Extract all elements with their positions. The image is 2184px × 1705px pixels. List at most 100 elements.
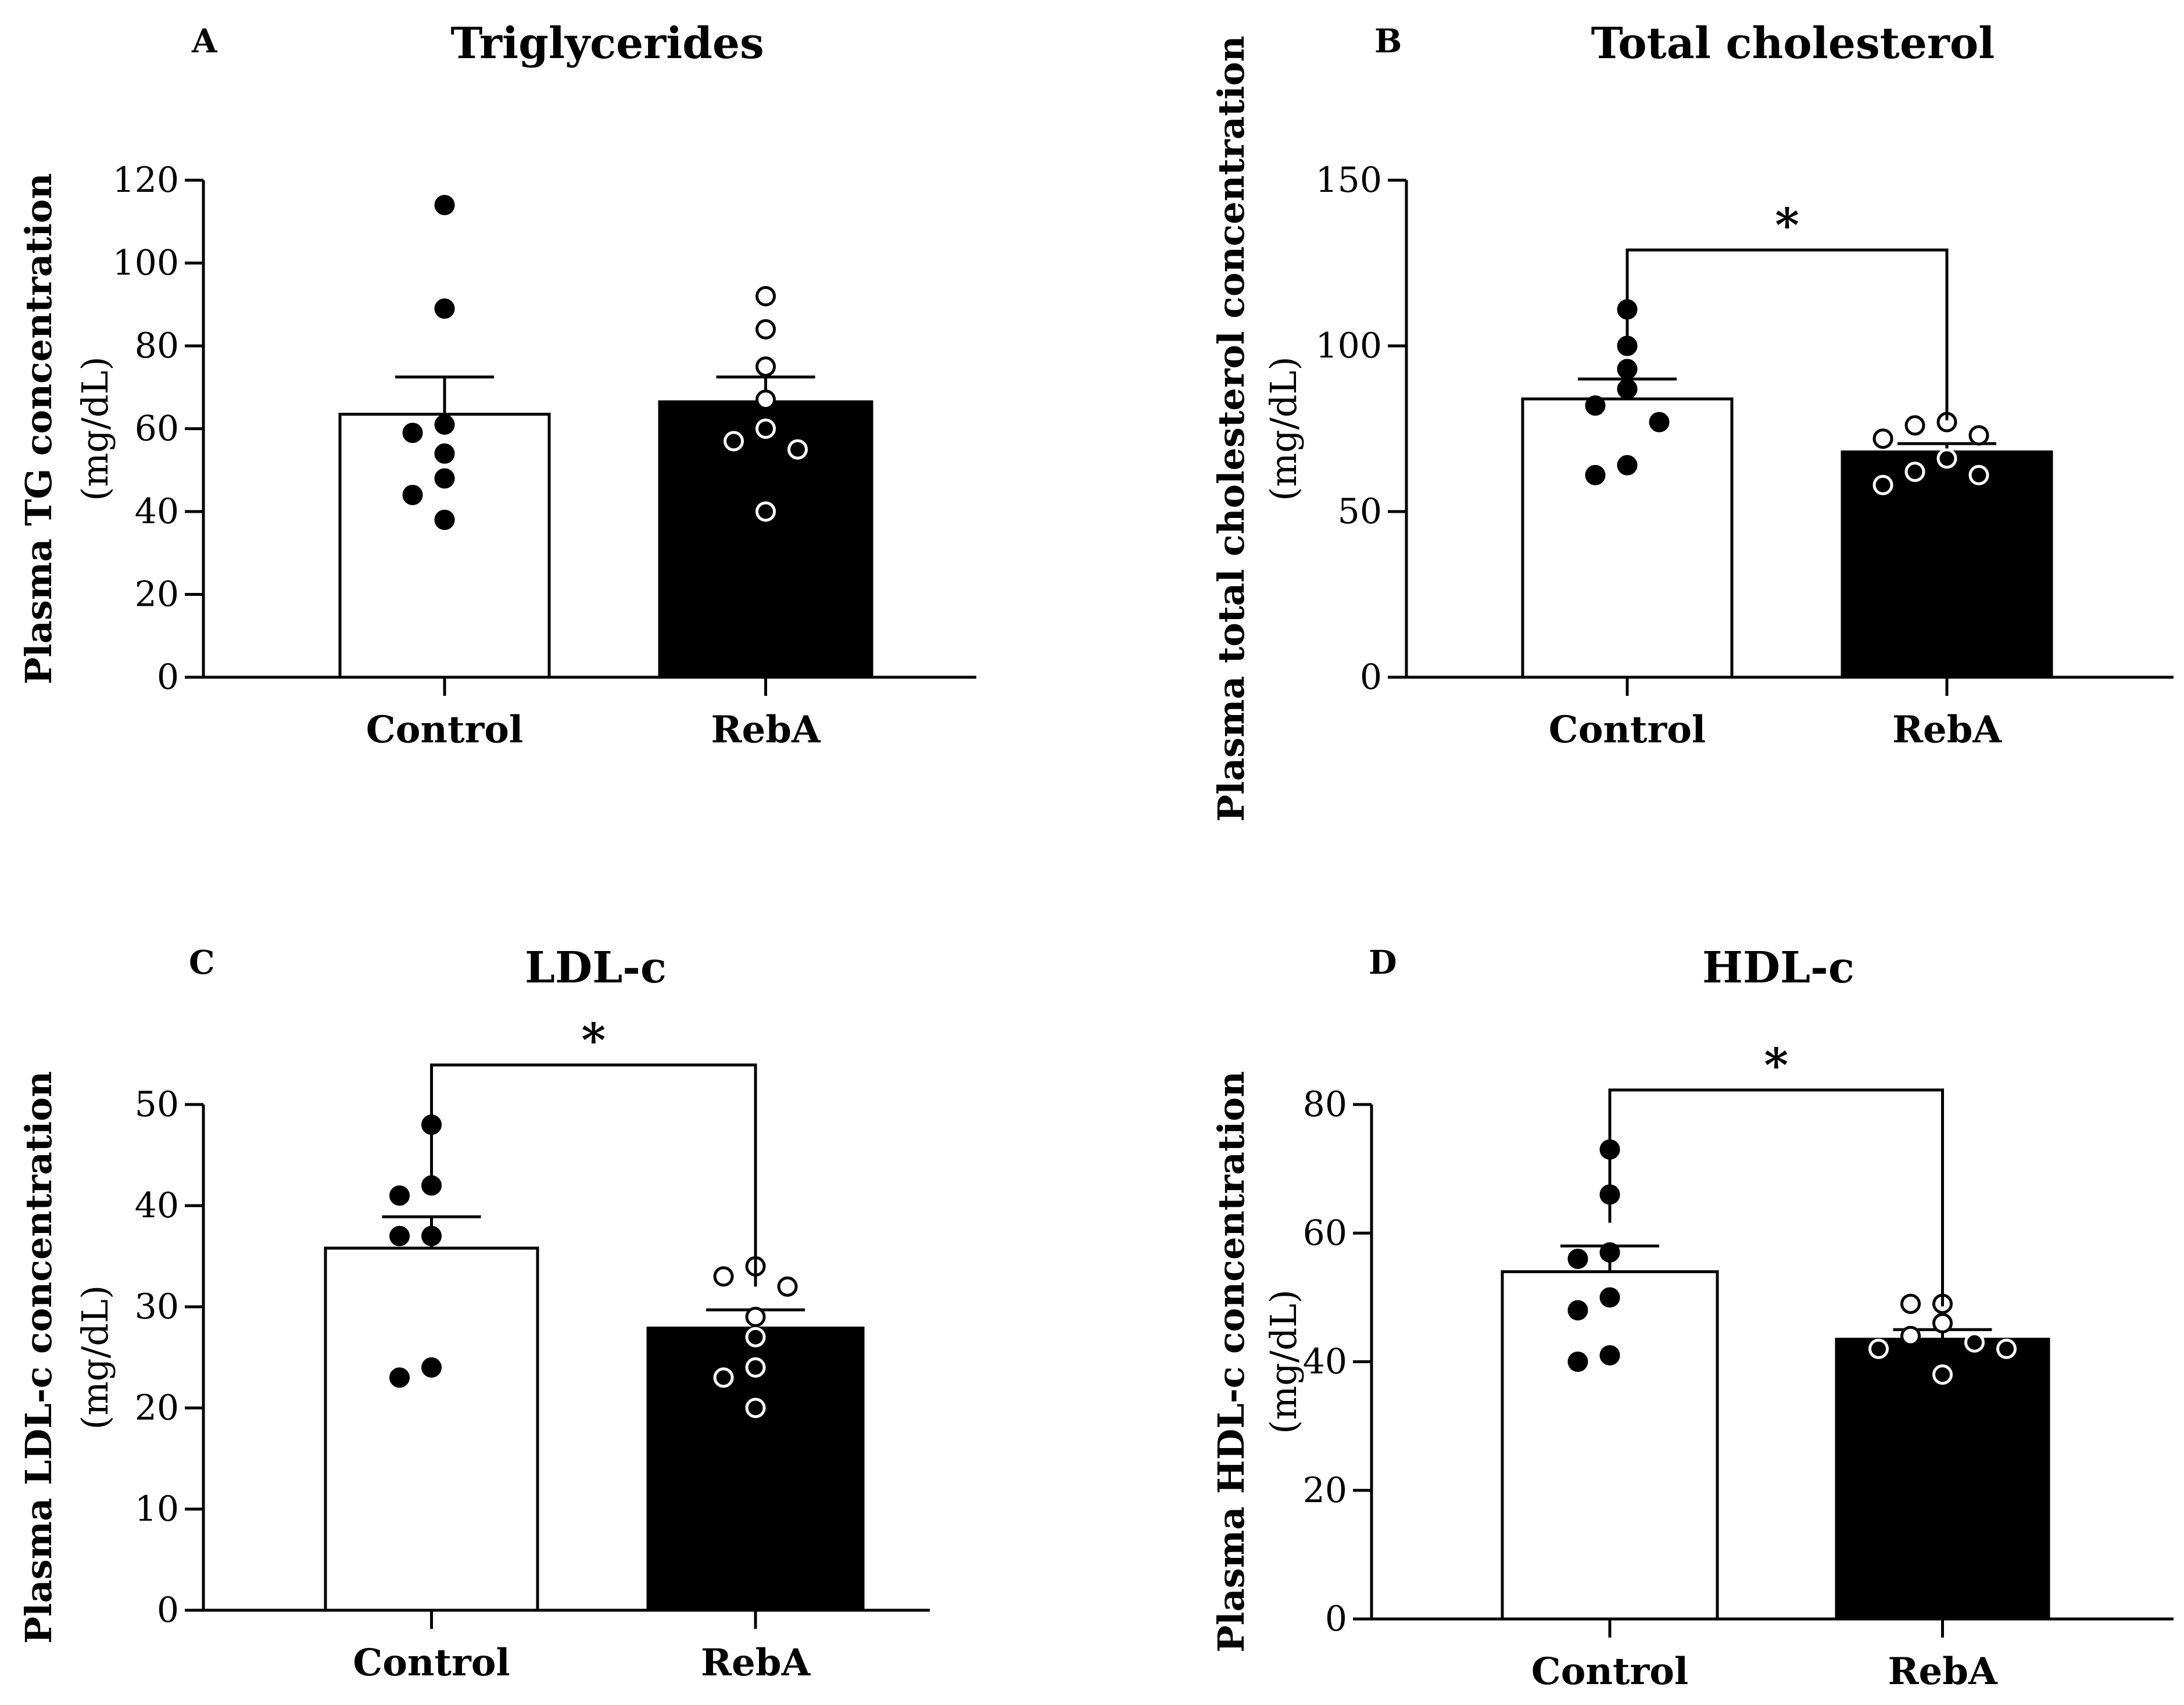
panel-a-letter: A bbox=[191, 22, 218, 60]
panel-b-category-label: RebA bbox=[1892, 708, 2003, 752]
panel-a-data-point-reba bbox=[756, 501, 776, 522]
panel-b-letter: B bbox=[1374, 22, 1402, 60]
panel-d-data-point-control bbox=[1599, 1287, 1620, 1308]
panel-b-significance-star: * bbox=[1775, 198, 1799, 252]
panel-c-y-tick-label: 30 bbox=[135, 1286, 179, 1327]
panel-c-y-tick-label: 40 bbox=[135, 1185, 179, 1226]
panel-b-data-point-control bbox=[1585, 464, 1606, 485]
panel-a-y-tick-label: 100 bbox=[112, 243, 179, 284]
panel-a-y-tick-label: 120 bbox=[112, 160, 179, 201]
panel-c-y-tick-label: 0 bbox=[157, 1590, 179, 1631]
panel-b-y-axis-label: Plasma total cholesterol concentration bbox=[1210, 35, 1252, 821]
panel-c-significance-bracket bbox=[430, 1063, 757, 1287]
panel-a-data-point-control bbox=[402, 485, 423, 505]
panel-d-data-point-control bbox=[1567, 1249, 1588, 1269]
panel-d-category-label: Control bbox=[1531, 1650, 1688, 1693]
panel-a-y-tick-label: 0 bbox=[157, 657, 179, 698]
panel-a-y-axis-unit: (mg/dL) bbox=[74, 356, 116, 501]
panel-a-data-point-reba bbox=[756, 286, 776, 306]
panel-d-data-point-reba bbox=[1964, 1332, 1985, 1353]
panel-d-y-tick-label: 20 bbox=[1303, 1470, 1347, 1511]
panel-d-significance-star: * bbox=[1764, 1038, 1788, 1092]
panel-a-category-label: Control bbox=[366, 708, 523, 752]
panel-c-title: LDL-c bbox=[525, 943, 667, 993]
panel-b-category-label: Control bbox=[1549, 708, 1706, 752]
panel-c-y-axis-label: Plasma LDL-c concentration bbox=[17, 1071, 60, 1643]
panel-b-data-point-control bbox=[1617, 378, 1638, 399]
panel-c-data-point-reba bbox=[777, 1276, 798, 1297]
panel-c-data-point-control bbox=[389, 1185, 410, 1206]
panel-d-data-point-reba bbox=[1932, 1313, 1953, 1334]
panel-a-data-point-reba bbox=[756, 319, 776, 339]
panel-b-y-tick-label: 0 bbox=[1360, 657, 1382, 698]
panel-a-data-point-reba bbox=[756, 419, 776, 439]
panel-c-y-axis-unit: (mg/dL) bbox=[74, 1285, 116, 1430]
panel-d-y-axis-unit: (mg/dL) bbox=[1262, 1289, 1305, 1434]
panel-a-data-point-control bbox=[402, 423, 423, 444]
panel-b-data-point-control bbox=[1617, 455, 1638, 476]
panel-d-data-point-reba bbox=[1868, 1338, 1889, 1359]
panel-c-data-point-control bbox=[421, 1357, 442, 1378]
panel-b-y-axis-unit: (mg/dL) bbox=[1262, 356, 1305, 501]
panel-c-data-point-control bbox=[421, 1225, 442, 1246]
panel-c-data-point-reba bbox=[745, 1306, 766, 1327]
panel-a-data-point-control bbox=[434, 468, 455, 489]
panel-d-significance-bracket bbox=[1608, 1088, 1944, 1307]
panel-a-data-point-control bbox=[434, 414, 455, 435]
panel-c-category-label: RebA bbox=[701, 1641, 811, 1685]
panel-d-data-point-reba bbox=[1996, 1338, 2017, 1359]
panel-a-bar-reba bbox=[658, 400, 873, 679]
panel-c-data-point-reba bbox=[713, 1367, 734, 1388]
panel-d-letter: D bbox=[1369, 943, 1397, 982]
panel-b-y-tick-label: 100 bbox=[1315, 326, 1382, 366]
panel-d-data-point-control bbox=[1599, 1345, 1620, 1366]
panel-d-bar-control bbox=[1501, 1270, 1719, 1621]
panel-c-category-label: Control bbox=[353, 1641, 510, 1685]
panel-b-significance-bracket bbox=[1626, 248, 1949, 421]
panel-b-title: Total cholesterol bbox=[1591, 19, 1995, 69]
panel-b-data-point-reba bbox=[1872, 474, 1893, 495]
panel-d-y-axis-label: Plasma HDL-c concentration bbox=[1210, 1071, 1252, 1652]
panel-b-data-point-reba bbox=[1904, 462, 1925, 482]
panel-a-data-point-reba bbox=[724, 431, 744, 452]
panel-c-data-point-reba bbox=[745, 1357, 766, 1378]
panel-b-bar-control bbox=[1521, 397, 1734, 679]
panel-d-data-point-control bbox=[1567, 1352, 1588, 1372]
panel-d-y-tick-label: 60 bbox=[1303, 1213, 1347, 1253]
panel-a-data-point-control bbox=[434, 298, 455, 319]
panel-a-data-point-reba bbox=[756, 356, 776, 377]
panel-b-data-point-control bbox=[1585, 395, 1606, 416]
panel-d-data-point-reba bbox=[1932, 1364, 1953, 1385]
panel-a-data-point-control bbox=[434, 195, 455, 216]
panel-b-data-point-reba bbox=[1968, 464, 1989, 485]
panel-d-data-point-reba bbox=[1900, 1325, 1921, 1346]
panel-a-y-axis-label: Plasma TG concentration bbox=[17, 173, 60, 685]
panel-d-data-point-reba bbox=[1900, 1293, 1921, 1314]
panel-b-data-point-control bbox=[1617, 359, 1638, 380]
panel-c-y-tick-label: 10 bbox=[135, 1489, 179, 1529]
panel-a-y-tick-label: 80 bbox=[135, 326, 179, 366]
panel-c-letter: C bbox=[189, 943, 215, 982]
panel-c-y-tick-label: 20 bbox=[135, 1388, 179, 1428]
panel-d-y-tick-label: 0 bbox=[1325, 1599, 1347, 1639]
panel-c-data-point-reba bbox=[745, 1327, 766, 1347]
panel-b-y-tick-label: 50 bbox=[1338, 491, 1382, 532]
panel-b-data-point-reba bbox=[1904, 415, 1925, 436]
panel-c-data-point-control bbox=[389, 1225, 410, 1246]
panel-b-y-tick-label: 150 bbox=[1315, 160, 1382, 201]
panel-a-data-point-control bbox=[434, 509, 455, 530]
panel-a-y-tick-label: 60 bbox=[135, 409, 179, 449]
panel-d-y-tick-label: 80 bbox=[1303, 1084, 1347, 1125]
panel-a-y-tick-label: 40 bbox=[135, 491, 179, 532]
panel-b-data-point-reba bbox=[1968, 425, 1989, 446]
panel-a-category-label: RebA bbox=[711, 708, 821, 752]
panel-c-y-tick-label: 50 bbox=[135, 1084, 179, 1125]
panel-c-data-point-control bbox=[389, 1367, 410, 1388]
panel-d-data-point-control bbox=[1567, 1300, 1588, 1321]
panel-d-data-point-control bbox=[1599, 1242, 1620, 1263]
panel-c-data-point-reba bbox=[713, 1266, 734, 1287]
panel-b-data-point-reba bbox=[1872, 428, 1893, 449]
panel-a-y-tick-label: 20 bbox=[135, 574, 179, 615]
panel-c-bar-control bbox=[324, 1246, 539, 1612]
